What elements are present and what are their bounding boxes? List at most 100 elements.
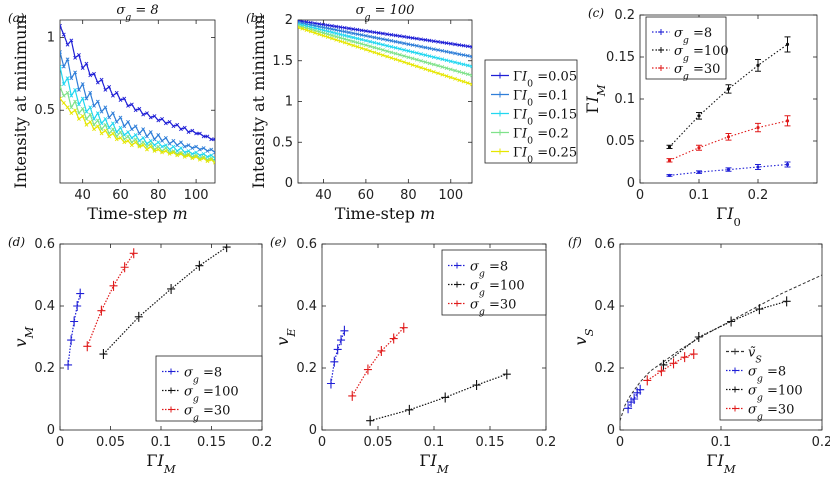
y-tick-label: 1 (47, 30, 55, 45)
data-point (80, 82, 85, 86)
data-point (194, 131, 199, 136)
data-point (145, 147, 149, 152)
data-point (163, 146, 168, 150)
data-point (448, 50, 453, 55)
data-point (453, 60, 457, 65)
data-line (67, 293, 81, 365)
legend-label: ΓI0 =0.2 (513, 127, 569, 147)
data-point (406, 42, 411, 47)
data-point (160, 150, 164, 155)
legend-marker (658, 65, 664, 71)
legend-marker (497, 72, 503, 79)
data-point (111, 93, 115, 98)
data-point (667, 158, 672, 162)
y-axis-label: vS (571, 328, 596, 345)
data-point (410, 56, 415, 61)
data-point (61, 32, 66, 37)
data-point (171, 124, 176, 129)
x-axis-label: Time-step m (87, 204, 187, 223)
data-point (440, 57, 445, 62)
plot-area (620, 274, 822, 421)
data-point (92, 103, 96, 108)
y-tick-label: 0.2 (614, 8, 635, 23)
legend-marker (732, 367, 738, 374)
data-point (167, 141, 172, 146)
data-point (126, 130, 130, 134)
plot-area (64, 244, 231, 370)
data-point (363, 364, 372, 375)
data-point (330, 33, 334, 38)
data-point (171, 150, 176, 155)
data-point (697, 146, 701, 150)
data-point (61, 64, 66, 69)
data-point (76, 102, 81, 107)
data-point (67, 335, 76, 346)
data-point (347, 34, 351, 39)
data-point (359, 46, 364, 51)
data-point (88, 112, 93, 117)
data-point (457, 61, 462, 66)
legend-marker (497, 110, 503, 117)
x-tick-label: 0.1 (711, 435, 732, 450)
data-point (785, 42, 790, 47)
data-point (126, 134, 130, 139)
data-point (197, 157, 202, 162)
x-tick-label: 0.2 (812, 435, 830, 450)
data-point (84, 96, 89, 101)
data-point (175, 122, 180, 127)
data-point (61, 101, 66, 105)
data-point (60, 85, 62, 89)
data-point (347, 26, 351, 31)
plot-area (298, 20, 472, 87)
data-point (351, 35, 356, 40)
data-point (148, 115, 153, 120)
data-point (453, 51, 457, 56)
data-point (195, 260, 204, 271)
data-point (209, 147, 214, 152)
legend-marker (658, 47, 664, 53)
data-point (397, 58, 402, 63)
data-point (636, 384, 645, 395)
data-point (385, 43, 390, 48)
data-point (359, 41, 364, 46)
data-point (342, 25, 347, 30)
data-point (190, 151, 195, 156)
x-tick-label: 0.15 (476, 435, 505, 450)
data-line (351, 327, 405, 397)
data-point (423, 67, 428, 71)
y-tick-label: 0.5 (272, 135, 293, 150)
data-point (406, 61, 411, 66)
data-point (190, 146, 195, 150)
data-point (436, 63, 440, 68)
data-point (76, 53, 81, 57)
data-point (148, 144, 153, 149)
data-point (461, 43, 466, 48)
data-point (145, 111, 149, 116)
data-point (167, 119, 172, 124)
data-point (175, 153, 180, 158)
data-point (363, 43, 368, 48)
data-point (431, 39, 436, 44)
data-point (80, 66, 85, 70)
x-tick-label: 0.1 (151, 435, 172, 450)
data-point (141, 143, 146, 148)
legend-label: ΓI0 =0.05 (513, 70, 577, 90)
x-tick-label: 80 (400, 188, 417, 203)
x-axis-label: Time-step m (335, 204, 435, 223)
data-point (351, 39, 356, 44)
data-point (325, 29, 330, 34)
data-point (380, 53, 385, 58)
data-point (419, 37, 423, 42)
data-point (472, 380, 481, 391)
data-point (359, 37, 364, 42)
data-point (368, 39, 373, 44)
x-tick-label: 80 (150, 188, 167, 203)
data-point (73, 108, 78, 113)
data-point (355, 44, 360, 49)
x-tick-label: 0.05 (96, 435, 125, 450)
y-tick-label: 0.6 (34, 237, 55, 252)
data-point (197, 131, 202, 136)
